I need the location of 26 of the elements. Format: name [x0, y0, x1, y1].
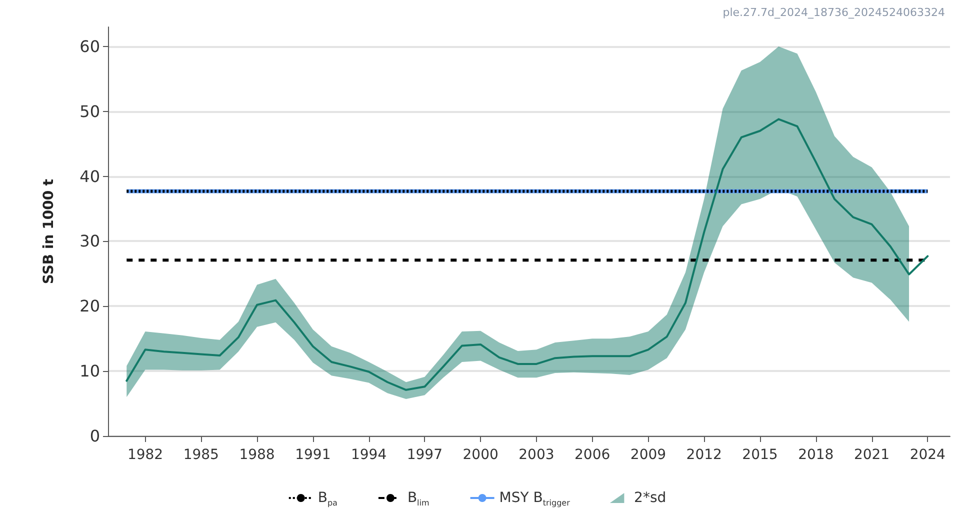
- x-tick-label: 2015: [742, 447, 778, 463]
- y-tick-label: 10: [80, 362, 100, 381]
- y-tick-label: 30: [80, 232, 100, 251]
- x-tick-label: 2024: [910, 447, 946, 463]
- x-tick-label: 2003: [518, 447, 554, 463]
- x-tick-label: 1982: [127, 447, 164, 463]
- y-axis-title: SSB in 1000 t: [41, 178, 57, 284]
- legend-label: 2*sd: [634, 490, 666, 506]
- x-tick-label: 2018: [798, 447, 834, 463]
- x-tick-label: 2006: [574, 447, 610, 463]
- y-tick-label: 60: [80, 36, 100, 56]
- line-series: [126, 118, 929, 391]
- x-tick-label: 2012: [686, 447, 722, 463]
- y-tick-label: 40: [80, 166, 100, 186]
- x-tick-label: 2009: [630, 447, 666, 463]
- x-tick-label: 2021: [854, 447, 890, 463]
- x-tick-label: 1985: [183, 447, 219, 463]
- y-tick-label: 0: [90, 426, 100, 446]
- x-tick-label: 1997: [406, 447, 442, 463]
- text: ple.27.7d_2024_18736_2024524063324: [722, 6, 946, 19]
- x-tick-label: 1988: [239, 447, 275, 463]
- x-tick-label: 1994: [350, 447, 387, 463]
- y-tick-label: 20: [80, 296, 100, 316]
- x-tick-label: 2000: [462, 447, 498, 463]
- x-tick-label: 1991: [295, 447, 331, 463]
- y-tick-label: 50: [80, 102, 100, 121]
